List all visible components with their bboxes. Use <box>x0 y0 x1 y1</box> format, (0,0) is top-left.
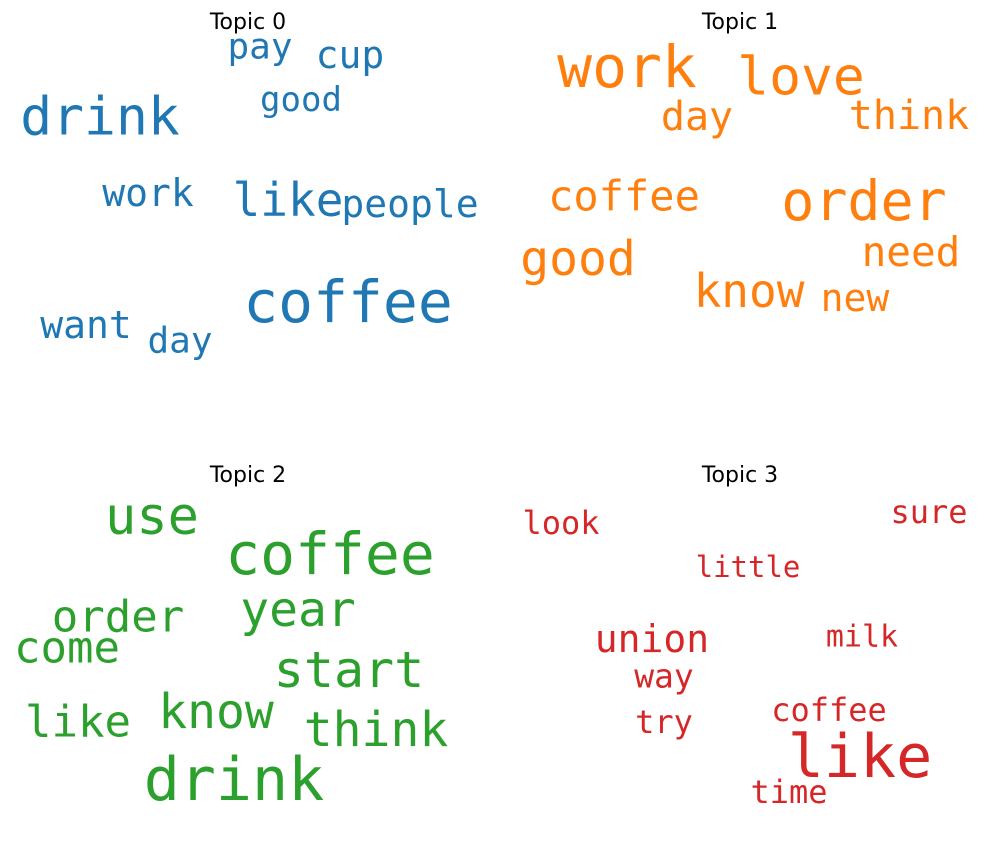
word-coffee: coffee <box>548 172 700 221</box>
word-coffee: coffee <box>225 520 435 588</box>
word-look: look <box>522 504 599 542</box>
panel-topic-2: Topic 2 use coffee order year come start like k… <box>14 463 448 815</box>
word-milk: milk <box>826 620 898 655</box>
word-new: new <box>821 276 890 320</box>
word-time: time <box>750 773 827 811</box>
word-think: think <box>304 702 449 758</box>
word-work: work <box>102 171 194 215</box>
word-drink: drink <box>144 745 325 815</box>
word-like: like <box>233 173 344 227</box>
word-cup: cup <box>316 33 385 77</box>
word-order: order <box>781 169 947 233</box>
word-like: like <box>25 697 131 748</box>
word-start: start <box>274 641 425 699</box>
word-need: need <box>862 228 961 276</box>
word-like: like <box>788 722 933 792</box>
panel-topic-3: Topic 3 look sure little union milk way coffee… <box>522 463 967 811</box>
word-union: union <box>595 617 709 661</box>
panel-title-topic-3: Topic 3 <box>701 463 778 488</box>
word-know: know <box>694 264 805 318</box>
word-use: use <box>105 487 199 547</box>
wordcloud-topic-3: look sure little union milk way coffee try liket… <box>522 493 967 811</box>
panel-title-topic-2: Topic 2 <box>209 463 286 488</box>
word-day: day <box>661 94 733 140</box>
word-come: come <box>14 623 120 674</box>
word-day: day <box>147 321 212 362</box>
word-sure: sure <box>890 493 967 531</box>
word-drink: drink <box>20 87 180 148</box>
word-way: way <box>634 657 694 696</box>
word-know: know <box>158 684 274 740</box>
word-pay: pay <box>227 27 292 68</box>
panel-title-topic-1: Topic 1 <box>701 10 778 35</box>
word-think: think <box>849 93 969 139</box>
word-love: love <box>737 47 865 108</box>
word-good: good <box>520 231 636 287</box>
word-year: year <box>240 582 356 638</box>
panel-title-topic-0: Topic 0 <box>209 10 286 35</box>
word-order: order <box>52 592 184 643</box>
word-people: people <box>341 182 478 226</box>
word-want: want <box>40 303 132 347</box>
word-good: good <box>260 80 342 120</box>
word-work: work <box>557 33 697 101</box>
word-coffee: coffee <box>771 691 887 729</box>
word-little: little <box>696 550 801 584</box>
word-coffee: coffee <box>243 268 453 336</box>
word-try: try <box>635 703 693 741</box>
wordcloud-topic-2: use coffee order year come start like know think… <box>14 487 448 815</box>
